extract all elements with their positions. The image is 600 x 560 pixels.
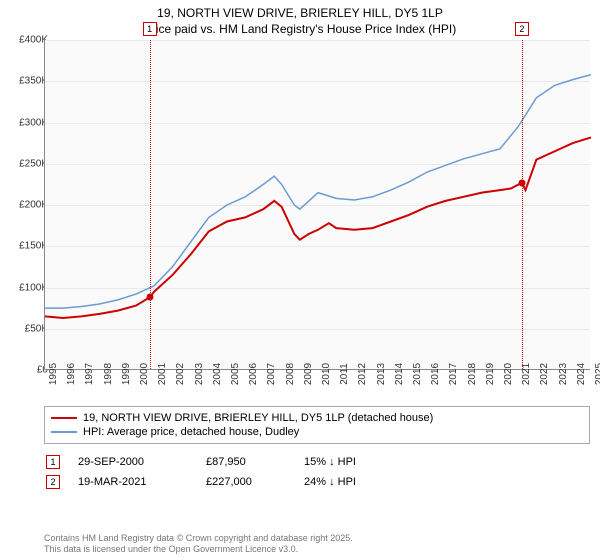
x-tick-label: 2013 (376, 363, 387, 385)
x-tick-label: 2012 (357, 363, 368, 385)
sale-marker-vline (150, 40, 151, 369)
sale-price: £227,000 (206, 476, 286, 488)
x-tick-label: 2004 (212, 363, 223, 385)
sale-delta: 15% ↓ HPI (304, 456, 356, 468)
title-line-1: 19, NORTH VIEW DRIVE, BRIERLEY HILL, DY5… (0, 6, 600, 22)
legend-box: 19, NORTH VIEW DRIVE, BRIERLEY HILL, DY5… (44, 406, 590, 444)
sale-row-marker: 1 (46, 455, 60, 469)
x-tick-label: 2009 (303, 363, 314, 385)
x-tick-label: 2020 (503, 363, 514, 385)
sale-date: 19-MAR-2021 (78, 476, 188, 488)
x-tick-label: 2010 (321, 363, 332, 385)
sale-marker-dot (518, 179, 525, 186)
title-line-2: Price paid vs. HM Land Registry's House … (0, 22, 600, 38)
hpi-line (45, 75, 591, 309)
x-tick-label: 2011 (339, 363, 350, 385)
sale-delta: 24% ↓ HPI (304, 476, 356, 488)
x-tick-label: 2025 (594, 363, 600, 385)
footer-line-2: This data is licensed under the Open Gov… (44, 544, 353, 556)
sale-price: £87,950 (206, 456, 286, 468)
legend-swatch-price-paid (51, 417, 77, 419)
x-tick-label: 2018 (467, 363, 478, 385)
x-tick-label: 1999 (121, 363, 132, 385)
x-tick-label: 2000 (139, 363, 150, 385)
legend-row-price-paid: 19, NORTH VIEW DRIVE, BRIERLEY HILL, DY5… (51, 411, 583, 425)
x-tick-label: 2002 (175, 363, 186, 385)
x-tick-label: 2003 (194, 363, 205, 385)
sale-row-marker: 2 (46, 475, 60, 489)
legend-and-sales: 19, NORTH VIEW DRIVE, BRIERLEY HILL, DY5… (44, 406, 590, 492)
x-tick-label: 2021 (521, 363, 532, 385)
sale-marker-box: 2 (515, 22, 529, 36)
footer-attribution: Contains HM Land Registry data © Crown c… (44, 533, 353, 556)
x-tick-label: 2015 (412, 363, 423, 385)
x-tick-label: 2017 (448, 363, 459, 385)
sale-date: 29-SEP-2000 (78, 456, 188, 468)
legend-row-hpi: HPI: Average price, detached house, Dudl… (51, 425, 583, 439)
sale-row: 1 29-SEP-2000 £87,950 15% ↓ HPI (44, 452, 590, 472)
x-tick-label: 2024 (576, 363, 587, 385)
legend-label-hpi: HPI: Average price, detached house, Dudl… (83, 426, 299, 438)
legend-swatch-hpi (51, 431, 77, 433)
sale-marker-dot (146, 294, 153, 301)
sale-marker-vline (522, 40, 523, 369)
x-tick-label: 2006 (248, 363, 259, 385)
footer-line-1: Contains HM Land Registry data © Crown c… (44, 533, 353, 545)
x-tick-label: 1998 (103, 363, 114, 385)
x-tick-label: 1996 (66, 363, 77, 385)
x-tick-label: 2001 (157, 363, 168, 385)
x-tick-label: 2022 (539, 363, 550, 385)
price-paid-line (45, 137, 591, 318)
x-tick-label: 2019 (485, 363, 496, 385)
x-tick-label: 1995 (48, 363, 59, 385)
chart-title-block: 19, NORTH VIEW DRIVE, BRIERLEY HILL, DY5… (0, 0, 600, 39)
x-tick-label: 2008 (285, 363, 296, 385)
x-tick-label: 2023 (558, 363, 569, 385)
x-tick-label: 1997 (84, 363, 95, 385)
chart-lines (45, 40, 590, 369)
x-tick-label: 2007 (266, 363, 277, 385)
sale-row: 2 19-MAR-2021 £227,000 24% ↓ HPI (44, 472, 590, 492)
sale-marker-box: 1 (143, 22, 157, 36)
x-tick-label: 2014 (394, 363, 405, 385)
x-tick-label: 2005 (230, 363, 241, 385)
chart-area: 12 (44, 40, 590, 370)
x-tick-label: 2016 (430, 363, 441, 385)
legend-label-price-paid: 19, NORTH VIEW DRIVE, BRIERLEY HILL, DY5… (83, 412, 433, 424)
